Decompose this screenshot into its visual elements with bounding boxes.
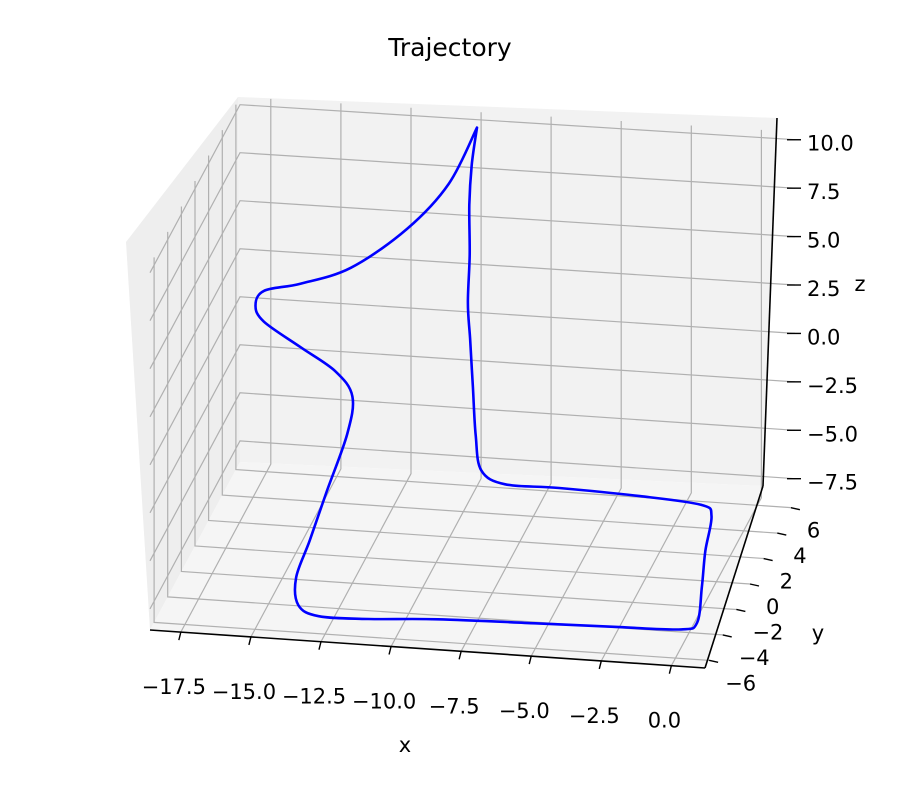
y-tick-label: 2 [780,570,793,594]
y-grid-line [194,181,751,585]
y-tick [722,634,732,638]
y-grid-line [153,257,710,661]
x-grid-line [320,107,412,642]
y-tick [763,557,773,562]
z-grid-line [149,248,796,418]
chart-title: Trajectory [387,33,512,62]
x-tick-label: 0.0 [648,709,681,733]
z-grid-line [149,104,796,273]
y-tick-label: −6 [725,671,756,695]
grid-lines [149,98,796,666]
x-tick-label: −2.5 [569,704,620,728]
y-tick [749,583,760,587]
y-axis-label: y [812,621,824,645]
y-grid-line [180,206,737,611]
x-tick-label: −15.0 [212,680,276,704]
y-tick [708,659,719,664]
z-tick-label: 10.0 [807,132,854,156]
series-layer [254,126,713,631]
y-tick-label: −2 [752,621,783,645]
y-grid-line [235,104,791,509]
axis-panes [126,97,777,668]
x-grid-line [460,116,552,652]
x-grid-line [180,98,272,633]
y-tick [736,608,746,613]
z-grid-line [149,296,796,466]
z-tick-label: 0.0 [807,325,840,349]
z-grid-line [149,200,796,369]
trajectory-line [254,126,713,631]
z-grid-line [149,440,796,610]
x-axis-label: x [399,733,411,757]
z-tick-label: 2.5 [807,277,840,301]
z-grid-line [149,344,796,514]
x-tick-label: −5.0 [499,699,550,723]
z-grid-line [149,152,796,321]
x-grid-line [250,103,342,638]
y-tick-label: −4 [739,646,770,670]
x-tick [388,646,392,655]
y-grid-line [221,130,778,534]
z-axis-line [762,117,778,487]
floor-pane [150,462,763,668]
z-tick-label: −5.0 [807,422,858,446]
y-axis-line [704,485,764,669]
x-tick-label: −7.5 [429,694,480,718]
x-tick [598,660,602,670]
y-tick-label: 0 [766,595,779,619]
z-tick-label: −2.5 [807,374,858,398]
x-tick [528,655,532,665]
x-tick [318,641,322,650]
x-grid-line [600,125,692,662]
tick-marks [178,139,801,674]
x-axis-line [149,629,706,669]
z-axis-label: z [854,272,865,296]
z-tick-label: 5.0 [807,229,840,253]
x-grid-line [390,112,482,647]
x-tick [178,631,182,641]
y-tick [777,532,787,536]
z-grid-line [149,392,796,562]
x-tick-label: −12.5 [282,685,346,709]
y-tick-label: 4 [793,544,806,568]
z-tick-label: −7.5 [807,471,858,495]
x-grid-line [670,129,763,666]
y-tick-label: 6 [807,519,820,543]
x-tick [458,651,462,660]
axis-lines [149,117,778,669]
label-layer: Trajectory x y z −17.5 −15.0 −12.5 −10.0 −7.… [142,33,866,757]
z-tick-label: 7.5 [807,180,840,204]
y-grid-line [208,155,764,560]
x-tick [248,636,252,646]
x-tick-label: −17.5 [142,675,206,699]
x-tick-label: −10.0 [352,690,416,714]
back-pane [238,97,777,486]
y-tick [790,506,801,511]
x-tick [668,665,673,674]
x-grid-line [530,121,622,657]
